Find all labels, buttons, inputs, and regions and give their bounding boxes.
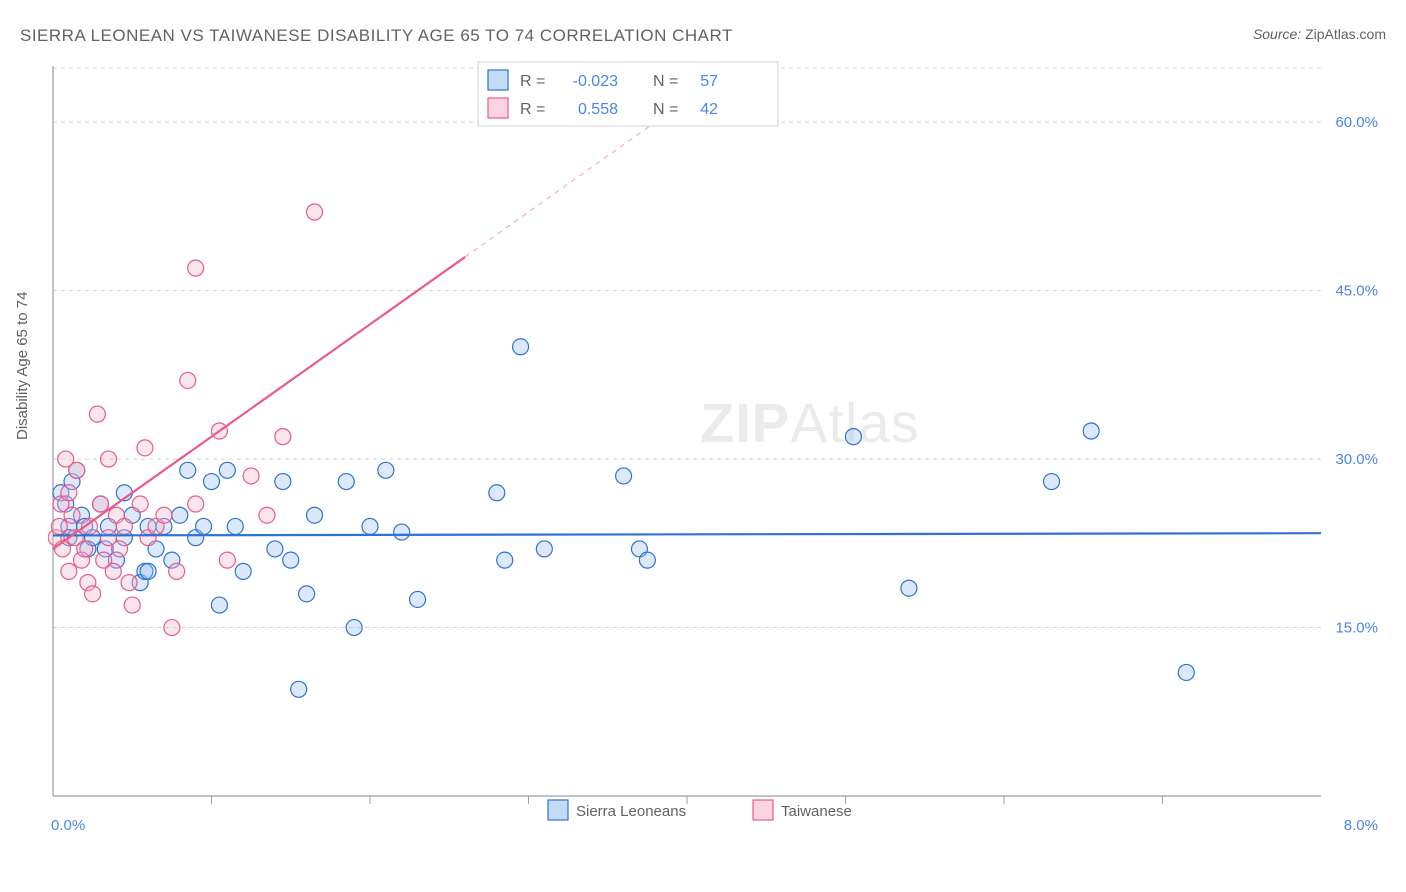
stats-r-value: 0.558 xyxy=(578,101,618,118)
scatter-point xyxy=(164,620,180,636)
scatter-point xyxy=(137,440,153,456)
scatter-point xyxy=(338,474,354,490)
stats-r-label: R = xyxy=(520,101,545,118)
stats-n-value: 42 xyxy=(700,101,718,118)
scatter-point xyxy=(227,518,243,534)
chart-title: SIERRA LEONEAN VS TAIWANESE DISABILITY A… xyxy=(20,26,733,46)
scatter-point xyxy=(219,462,235,478)
scatter-point xyxy=(64,507,80,523)
scatter-point xyxy=(211,597,227,613)
scatter-point xyxy=(61,563,77,579)
scatter-point xyxy=(156,507,172,523)
scatter-point xyxy=(172,507,188,523)
scatter-point xyxy=(69,462,85,478)
scatter-point xyxy=(77,541,93,557)
source-attribution: Source: ZipAtlas.com xyxy=(1253,26,1386,42)
scatter-point xyxy=(291,681,307,697)
scatter-point xyxy=(112,541,128,557)
scatter-point xyxy=(845,429,861,445)
scatter-point xyxy=(243,468,259,484)
scatter-point xyxy=(901,580,917,596)
legend: Sierra Leoneans Taiwanese xyxy=(548,800,852,820)
scatter-point xyxy=(513,339,529,355)
scatter-point xyxy=(116,518,132,534)
scatter-point xyxy=(1044,474,1060,490)
scatter-point xyxy=(616,468,632,484)
scatter-point xyxy=(235,563,251,579)
scatter-point xyxy=(259,507,275,523)
scatter-point xyxy=(105,563,121,579)
stats-n-value: 57 xyxy=(700,73,718,90)
trend-line xyxy=(53,257,465,549)
scatter-point xyxy=(180,462,196,478)
scatter-point xyxy=(196,518,212,534)
legend-swatch xyxy=(548,800,568,820)
x-max-label: 8.0% xyxy=(1344,817,1378,834)
scatter-point xyxy=(124,597,140,613)
legend-label: Taiwanese xyxy=(781,803,852,820)
scatter-point xyxy=(1083,423,1099,439)
source-label: Source: xyxy=(1253,26,1301,42)
source-value: ZipAtlas.com xyxy=(1305,26,1386,42)
stats-n-label: N = xyxy=(653,101,678,118)
x-min-label: 0.0% xyxy=(51,817,85,834)
stats-swatch xyxy=(488,70,508,90)
scatter-point xyxy=(307,204,323,220)
scatter-point xyxy=(51,518,67,534)
scatter-point xyxy=(536,541,552,557)
scatter-point xyxy=(85,586,101,602)
scatter-point xyxy=(378,462,394,478)
scatter-point xyxy=(121,575,137,591)
chart-svg: 15.0% 30.0% 45.0% 60.0% 0.0% 8.0% R = -0.023 N =… xyxy=(48,56,1386,836)
trend-line xyxy=(53,533,1321,535)
scatter-point xyxy=(299,586,315,602)
scatter-point xyxy=(132,496,148,512)
legend-label: Sierra Leoneans xyxy=(576,803,686,820)
legend-swatch xyxy=(753,800,773,820)
y-tick-label: 15.0% xyxy=(1335,620,1378,637)
y-tick-label: 30.0% xyxy=(1335,451,1378,468)
plot-area: 15.0% 30.0% 45.0% 60.0% 0.0% 8.0% R = -0.023 N =… xyxy=(48,56,1386,836)
y-tick-label: 60.0% xyxy=(1335,114,1378,131)
scatter-point xyxy=(394,524,410,540)
scatter-point xyxy=(275,429,291,445)
y-axis-label: Disability Age 65 to 74 xyxy=(14,292,31,440)
y-tick-label: 45.0% xyxy=(1335,283,1378,300)
scatter-point xyxy=(410,591,426,607)
stats-r-value: -0.023 xyxy=(573,73,618,90)
scatter-point xyxy=(267,541,283,557)
scatter-point xyxy=(169,563,185,579)
scatter-point xyxy=(188,260,204,276)
stats-r-label: R = xyxy=(520,73,545,90)
scatter-point xyxy=(180,372,196,388)
scatter-point xyxy=(188,496,204,512)
scatter-point xyxy=(100,451,116,467)
scatter-point xyxy=(140,563,156,579)
scatter-point xyxy=(61,485,77,501)
scatter-point xyxy=(1178,664,1194,680)
scatter-point xyxy=(307,507,323,523)
scatter-point xyxy=(489,485,505,501)
scatter-point xyxy=(204,474,220,490)
scatter-point xyxy=(89,406,105,422)
scatter-point xyxy=(283,552,299,568)
stats-n-label: N = xyxy=(653,73,678,90)
scatter-point xyxy=(219,552,235,568)
stats-box: R = -0.023 N = 57 R = 0.558 N = 42 xyxy=(478,62,778,126)
scatter-point xyxy=(362,518,378,534)
scatter-point xyxy=(275,474,291,490)
scatter-point xyxy=(639,552,655,568)
scatter-point xyxy=(497,552,513,568)
stats-swatch xyxy=(488,98,508,118)
scatter-point xyxy=(346,620,362,636)
scatter-point xyxy=(93,496,109,512)
